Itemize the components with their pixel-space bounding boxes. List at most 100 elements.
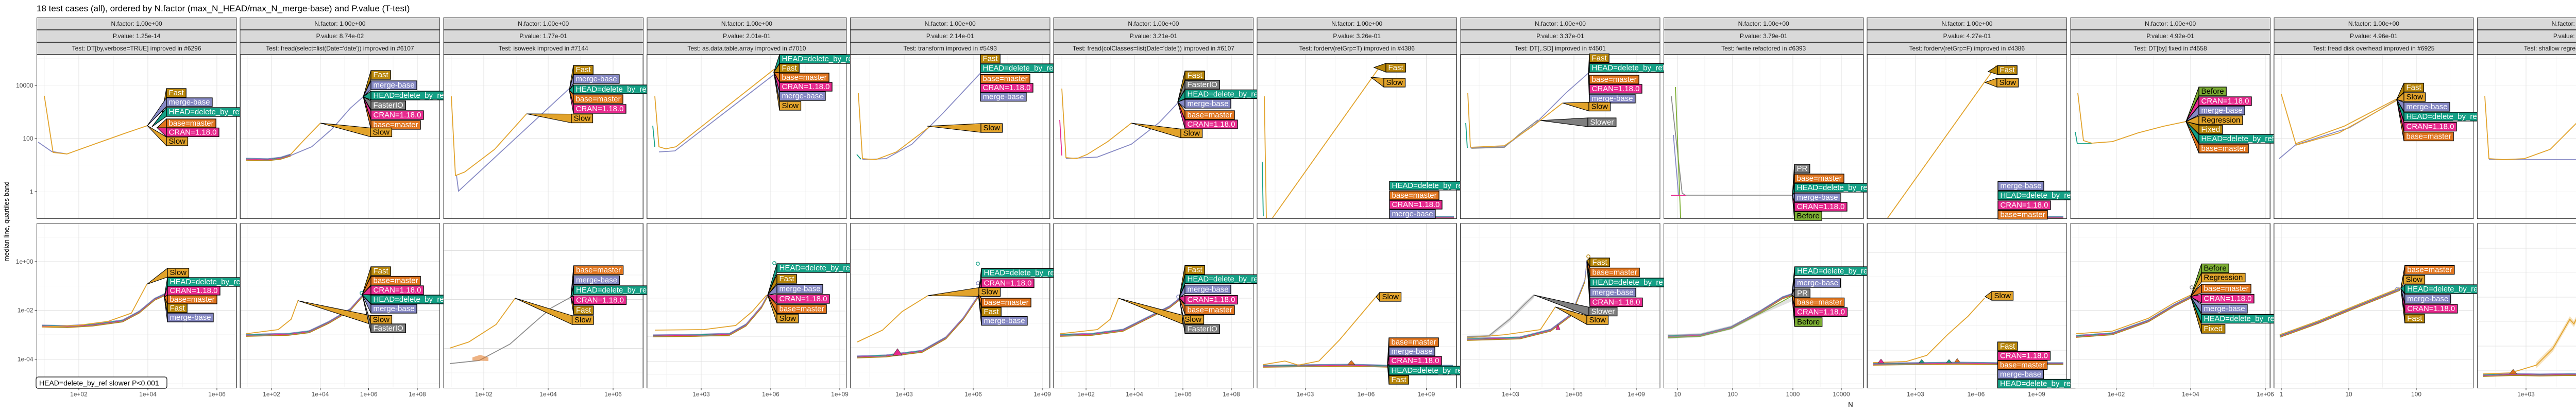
svg-text:1e+02: 1e+02 [1077, 391, 1095, 398]
svg-text:merge-base: merge-base [576, 75, 617, 83]
svg-text:merge-base: merge-base [2000, 370, 2041, 379]
svg-text:Slow: Slow [373, 316, 390, 324]
svg-text:FasterIO: FasterIO [374, 101, 403, 110]
svg-text:CRAN=1.18.0: CRAN=1.18.0 [170, 286, 218, 295]
svg-text:1e+06: 1e+06 [1968, 391, 1985, 398]
svg-text:1e+02: 1e+02 [475, 391, 493, 398]
svg-text:CRAN=1.18.0: CRAN=1.18.0 [169, 128, 217, 137]
svg-text:18 test cases (all), ordered b: 18 test cases (all), ordered by N.factor… [37, 4, 410, 13]
svg-text:1e+06: 1e+06 [1174, 391, 1192, 398]
svg-text:Fast: Fast [1592, 54, 1607, 63]
svg-text:HEAD=delete_by_ref: HEAD=delete_by_ref [1797, 183, 1870, 192]
svg-text:1e+09: 1e+09 [1418, 391, 1435, 398]
svg-text:merge-base: merge-base [2204, 304, 2245, 313]
svg-text:merge-base: merge-base [576, 276, 617, 285]
svg-text:N.factor: 1.00e+00: N.factor: 1.00e+00 [314, 20, 365, 27]
svg-text:1e+04: 1e+04 [312, 391, 329, 398]
svg-text:P.value: 3.21e-01: P.value: 3.21e-01 [1130, 32, 1178, 40]
svg-text:1e+09: 1e+09 [1628, 391, 1645, 398]
svg-text:CRAN=1.18.0: CRAN=1.18.0 [1392, 356, 1439, 365]
svg-text:P.value: 3.79e-01: P.value: 3.79e-01 [1740, 32, 1788, 40]
svg-text:Test: transform improved in #5: Test: transform improved in #5493 [903, 45, 997, 52]
svg-text:Slow: Slow [373, 128, 390, 137]
svg-text:Fast: Fast [170, 304, 185, 313]
svg-text:1e+02: 1e+02 [70, 391, 88, 398]
svg-text:Before: Before [2204, 264, 2227, 273]
svg-text:10000: 10000 [16, 82, 33, 89]
svg-text:HEAD=delete_by_ref: HEAD=delete_by_ref [1797, 267, 1870, 276]
svg-text:HEAD=delete_by_ref: HEAD=delete_by_ref [576, 85, 649, 94]
svg-text:merge-base: merge-base [779, 285, 821, 294]
svg-text:Fast: Fast [1188, 266, 1203, 274]
svg-text:merge-base: merge-base [170, 313, 211, 322]
svg-text:HEAD=delete_by_ref slower P<0.: HEAD=delete_by_ref slower P<0.001 [39, 379, 159, 387]
svg-text:HEAD=delete_by_ref: HEAD=delete_by_ref [374, 91, 447, 100]
svg-text:1e+03: 1e+03 [1502, 391, 1519, 398]
svg-text:merge-base: merge-base [2407, 295, 2448, 303]
svg-text:HEAD=delete_by_ref: HEAD=delete_by_ref [983, 64, 1056, 73]
svg-text:base=master: base=master [576, 95, 621, 104]
svg-text:CRAN=1.18.0: CRAN=1.18.0 [2000, 352, 2048, 360]
svg-text:1e+04: 1e+04 [1126, 391, 1143, 398]
svg-text:Slow: Slow [170, 268, 187, 277]
svg-text:1e-02: 1e-02 [18, 307, 33, 314]
svg-text:merge-base: merge-base [1188, 99, 1229, 108]
svg-text:Test: fwrite refactored in #63: Test: fwrite refactored in #6393 [1721, 45, 1806, 52]
svg-text:Slow: Slow [1183, 129, 1200, 138]
svg-text:10: 10 [1674, 391, 1681, 398]
svg-text:base=master: base=master [374, 277, 418, 285]
svg-text:Fast: Fast [576, 65, 591, 74]
svg-text:HEAD=delete_by_ref: HEAD=delete_by_ref [576, 286, 649, 295]
svg-text:Slow: Slow [984, 124, 1001, 132]
svg-text:CRAN=1.18.0: CRAN=1.18.0 [779, 295, 827, 303]
svg-text:P.value: 1.77e-01: P.value: 1.77e-01 [519, 32, 567, 40]
svg-text:base=master: base=master [1188, 306, 1232, 315]
svg-text:CRAN=1.18.0: CRAN=1.18.0 [1592, 84, 1640, 93]
svg-text:1e+03: 1e+03 [692, 391, 710, 398]
svg-text:Fast: Fast [779, 274, 795, 283]
svg-text:base=master: base=master [2000, 361, 2045, 370]
svg-text:merge-base: merge-base [1592, 288, 1634, 297]
svg-text:CRAN=1.18.0: CRAN=1.18.0 [1592, 298, 1640, 307]
svg-text:10000: 10000 [1833, 391, 1850, 398]
svg-text:HEAD=delete_by_ref: HEAD=delete_by_ref [779, 264, 853, 272]
svg-text:Before: Before [2201, 87, 2224, 96]
svg-text:Slow: Slow [2406, 276, 2423, 284]
svg-text:Slow: Slow [1589, 316, 1606, 324]
svg-text:CRAN=1.18.0: CRAN=1.18.0 [2204, 295, 2252, 303]
svg-text:HEAD=delete_by_ref: HEAD=delete_by_ref [169, 108, 242, 116]
svg-text:base=master: base=master [2406, 132, 2451, 141]
svg-text:Fast: Fast [983, 55, 998, 63]
svg-text:merge-base: merge-base [374, 304, 415, 313]
svg-text:base=master: base=master [1392, 191, 1437, 200]
svg-text:merge-base: merge-base [374, 81, 415, 90]
svg-text:N.factor: 1.00e+00: N.factor: 1.00e+00 [2145, 20, 2196, 27]
svg-text:N.factor: 1.00e+00: N.factor: 1.00e+00 [925, 20, 976, 27]
svg-text:1e+09: 1e+09 [2028, 391, 2045, 398]
svg-text:base=master: base=master [1797, 298, 1842, 307]
svg-text:N.factor: 1.00e+00: N.factor: 1.00e+00 [2552, 20, 2576, 27]
svg-text:Slow: Slow [1591, 102, 1608, 111]
svg-text:base=master: base=master [2204, 284, 2249, 293]
svg-text:CRAN=1.18.0: CRAN=1.18.0 [374, 286, 421, 295]
svg-text:Slow: Slow [779, 314, 796, 323]
svg-text:1e+08: 1e+08 [1223, 391, 1240, 398]
svg-text:base=master: base=master [169, 119, 214, 128]
svg-text:merge-base: merge-base [1797, 193, 1838, 202]
svg-text:1e+06: 1e+06 [604, 391, 622, 398]
svg-text:10: 10 [2345, 391, 2352, 398]
svg-text:Slower: Slower [1590, 118, 1614, 127]
svg-text:100: 100 [23, 135, 33, 142]
svg-text:1e-04: 1e-04 [18, 356, 33, 363]
svg-text:CRAN=1.18.0: CRAN=1.18.0 [2407, 304, 2455, 313]
svg-text:100: 100 [2411, 391, 2421, 398]
svg-text:Slow: Slow [1994, 291, 2011, 300]
svg-text:base=master: base=master [1797, 174, 1842, 183]
svg-text:P.value: 1.25e-14: P.value: 1.25e-14 [113, 32, 161, 40]
svg-text:Fast: Fast [2407, 314, 2422, 323]
svg-text:P.value: 6.87e-01: P.value: 6.87e-01 [2553, 32, 2576, 40]
svg-text:Test: DT[by] fixed in #4558: Test: DT[by] fixed in #4558 [2134, 45, 2207, 52]
svg-text:CRAN=1.18.0: CRAN=1.18.0 [984, 279, 1032, 288]
svg-text:N.factor: 1.00e+00: N.factor: 1.00e+00 [111, 20, 162, 27]
svg-text:Test: fread disk overhead impr: Test: fread disk overhead improved in #6… [2313, 45, 2434, 52]
